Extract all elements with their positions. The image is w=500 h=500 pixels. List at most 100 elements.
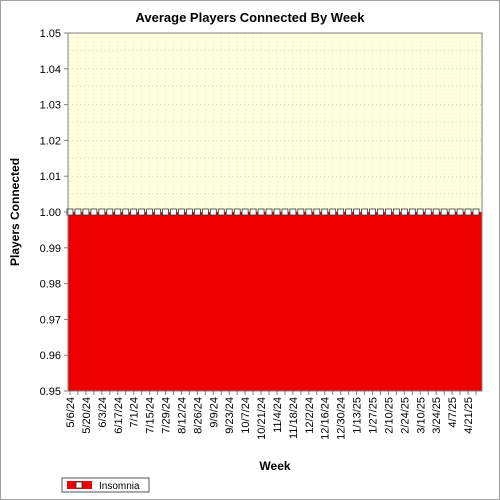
y-tick-label: 1.04 xyxy=(40,64,61,76)
x-tick-label: 10/21/24 xyxy=(256,397,268,440)
data-point xyxy=(249,208,257,216)
data-point xyxy=(98,208,106,216)
x-tick-label: 4/21/25 xyxy=(463,397,475,434)
data-point xyxy=(130,208,138,216)
x-tick-label: 5/20/24 xyxy=(81,397,93,434)
y-tick-label: 1.01 xyxy=(40,171,61,183)
y-tick-label: 1.02 xyxy=(40,135,61,147)
legend: Insomnia xyxy=(61,477,150,493)
x-tick-label: 2/10/25 xyxy=(383,397,395,434)
y-tick-label: 0.99 xyxy=(40,243,61,255)
x-tick-label: 4/7/25 xyxy=(447,397,459,428)
data-point xyxy=(281,208,289,216)
data-point xyxy=(122,208,130,216)
data-point xyxy=(408,208,416,216)
plot-area xyxy=(66,32,483,392)
data-point xyxy=(106,208,114,216)
data-point xyxy=(82,208,90,216)
x-tick-label: 12/2/24 xyxy=(304,397,316,434)
data-point xyxy=(472,208,480,216)
x-axis-label: Week xyxy=(259,459,290,473)
data-point xyxy=(233,208,241,216)
data-point xyxy=(154,208,161,216)
data-point xyxy=(217,208,225,216)
data-point xyxy=(178,208,185,216)
x-tick-label: 11/4/24 xyxy=(272,397,284,433)
x-tick-label: 2/24/25 xyxy=(399,397,411,434)
data-point xyxy=(90,208,98,216)
x-tick-label: 7/1/24 xyxy=(129,397,141,428)
data-point xyxy=(353,208,360,216)
x-tick-label: 10/7/24 xyxy=(240,397,252,434)
data-point xyxy=(146,208,154,216)
data-point xyxy=(305,208,313,216)
y-tick-label: 1.00 xyxy=(40,207,61,219)
data-point xyxy=(201,208,209,216)
data-point xyxy=(74,208,82,216)
x-tick-label: 6/17/24 xyxy=(113,397,125,434)
x-axis: 5/6/24 5/20/24 6/3/24 6/17/24 7/1/24 7/15/24 7… xyxy=(65,391,477,440)
data-point xyxy=(297,208,305,216)
data-point xyxy=(186,208,193,216)
data-point xyxy=(392,208,400,216)
data-point xyxy=(440,208,448,216)
data-point xyxy=(345,208,353,216)
data-point xyxy=(241,208,249,216)
data-point xyxy=(257,208,265,216)
x-tick-label: 5/6/24 xyxy=(65,397,77,428)
y-tick-label: 0.95 xyxy=(40,386,61,398)
data-point xyxy=(369,208,376,216)
data-point xyxy=(209,208,217,216)
x-tick-label: 6/3/24 xyxy=(97,397,109,428)
x-tick-label: 1/27/25 xyxy=(368,397,380,434)
data-point xyxy=(114,208,122,216)
data-point xyxy=(385,208,392,216)
legend-label-insomnia: Insomnia xyxy=(99,481,140,492)
y-tick-label: 1.05 xyxy=(40,28,61,40)
data-point xyxy=(424,208,432,216)
y-axis-label: Players Connected xyxy=(8,158,22,266)
chart-title: Average Players Connected By Week xyxy=(135,10,365,25)
x-tick-label: 12/30/24 xyxy=(336,397,348,440)
x-tick-label: 3/24/25 xyxy=(431,397,443,434)
data-point xyxy=(289,208,297,216)
data-point xyxy=(337,208,345,216)
data-point xyxy=(193,208,201,216)
data-point xyxy=(162,208,169,216)
data-point xyxy=(432,208,440,216)
data-point xyxy=(361,208,368,216)
data-point xyxy=(448,208,456,216)
y-tick-label: 0.96 xyxy=(40,350,61,362)
data-point xyxy=(138,208,146,216)
data-point xyxy=(265,208,273,216)
series-markers-insomnia xyxy=(66,208,480,216)
x-tick-label: 8/12/24 xyxy=(176,397,188,434)
data-point xyxy=(321,208,329,216)
x-tick-label: 12/16/24 xyxy=(320,397,332,440)
data-point xyxy=(416,208,424,216)
area-insomnia xyxy=(68,212,482,391)
data-point xyxy=(273,208,281,216)
y-tick-label: 1.03 xyxy=(40,100,61,112)
data-point xyxy=(225,208,233,216)
data-point xyxy=(464,208,472,216)
y-axis: 0.95 0.96 0.97 0.98 0.99 1.00 1.01 1.02 1.03 1.04… xyxy=(40,28,68,398)
data-point xyxy=(329,208,337,216)
data-point xyxy=(400,208,408,216)
data-point xyxy=(170,208,177,216)
legend-marker xyxy=(75,481,83,489)
x-tick-label: 7/15/24 xyxy=(145,397,157,434)
x-tick-label: 11/18/24 xyxy=(288,397,300,439)
x-tick-label: 9/9/24 xyxy=(208,397,220,428)
data-point xyxy=(377,208,384,216)
y-tick-label: 0.97 xyxy=(40,314,61,326)
x-tick-label: 9/23/24 xyxy=(224,397,236,434)
x-tick-label: 3/10/25 xyxy=(415,397,427,434)
data-point xyxy=(313,208,321,216)
y-tick-label: 0.98 xyxy=(40,279,61,291)
x-tick-label: 7/29/24 xyxy=(161,397,173,434)
x-tick-label: 8/26/24 xyxy=(192,397,204,434)
x-tick-label: 1/13/25 xyxy=(352,397,364,434)
data-point xyxy=(456,208,464,216)
